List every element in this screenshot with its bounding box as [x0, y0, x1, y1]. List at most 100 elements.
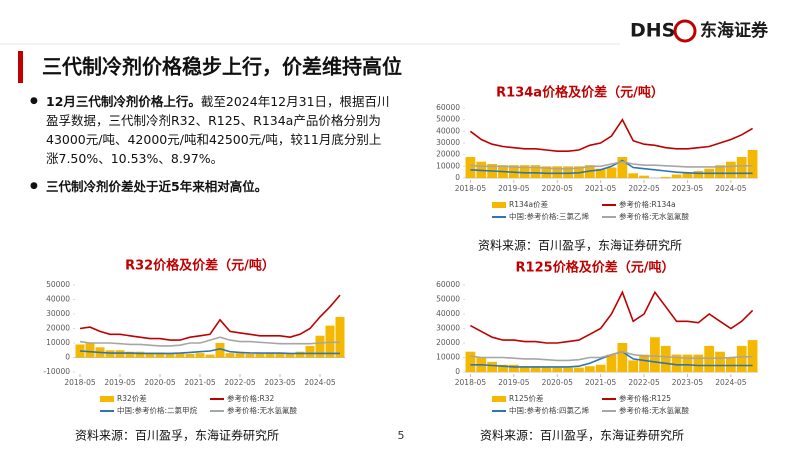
- bullet-bold: 三代制冷剂价差处于近5年来相对高位。: [46, 179, 268, 194]
- bar: [315, 335, 325, 358]
- y-tick-label: 10000: [436, 353, 460, 362]
- bullet-text: 截至2024年12月31日，根据百川盈孚数据，三代制冷剂R32、R125、R13…: [46, 94, 390, 166]
- bar: [530, 165, 541, 178]
- bar: [736, 157, 747, 178]
- y-tick-label: 0: [455, 173, 460, 182]
- y-tick-label: 50000: [436, 115, 460, 124]
- bar: [541, 166, 552, 178]
- x-tick-label: 2024-05: [715, 184, 747, 193]
- bar: [225, 353, 235, 358]
- bullet: 三代制冷剂价差处于近5年来相对高位。: [30, 177, 392, 196]
- y-tick-label: 50000: [46, 280, 70, 289]
- slide-title: 三代制冷剂价格稳步上行，价差维持高位: [42, 55, 402, 79]
- x-tick-label: 2024-05: [715, 378, 747, 387]
- y-tick-label: 10000: [436, 161, 460, 170]
- x-tick-label: 2019-05: [104, 378, 136, 387]
- logo-cn: 东海证券: [700, 20, 769, 41]
- legend-label: 中国:参考价格:四氯乙烯: [509, 405, 590, 415]
- bar: [245, 353, 255, 358]
- x-tick-label: 2019-05: [498, 378, 530, 387]
- bar: [682, 354, 693, 372]
- bar: [519, 366, 530, 372]
- bar: [584, 366, 595, 372]
- y-tick-label: 30000: [436, 138, 460, 147]
- chart-title: R125价格及价差（元/吨）: [516, 260, 675, 276]
- x-tick-label: 2018-05: [455, 184, 487, 193]
- y-tick-label: 40000: [436, 126, 460, 135]
- y-tick-label: 60000: [436, 103, 460, 112]
- y-tick-label: 0: [455, 367, 460, 376]
- title-accent: [18, 51, 23, 83]
- bar: [275, 353, 285, 358]
- line-series: [470, 350, 753, 362]
- bar: [165, 353, 175, 358]
- bar: [715, 165, 725, 178]
- line-series: [470, 160, 753, 170]
- chart-title: R32价格及价差（元/吨）: [125, 258, 275, 274]
- bar: [660, 345, 671, 372]
- y-tick-label: 30000: [46, 309, 70, 318]
- legend-swatch: [492, 396, 506, 402]
- logo-latin: DHS: [630, 20, 675, 42]
- legend-swatch: [492, 202, 506, 208]
- bar: [155, 352, 165, 358]
- bar: [628, 360, 639, 372]
- x-tick-label: 2018-05: [64, 378, 96, 387]
- legend-label: R125价差: [509, 393, 544, 403]
- line-series: [79, 336, 340, 347]
- bar: [125, 351, 135, 358]
- bar: [255, 353, 265, 358]
- bar: [541, 366, 552, 372]
- bar: [552, 166, 563, 178]
- bar: [552, 367, 563, 372]
- bar: [498, 364, 508, 372]
- x-tick-label: 2022-05: [628, 184, 660, 193]
- y-tick-label: 30000: [436, 324, 460, 333]
- bullet-list: 12月三代制冷剂价格上行。截至2024年12月31日，根据百川盈孚数据，三代制冷…: [30, 92, 392, 205]
- bullet-bold: 12月三代制冷剂价格上行。: [46, 94, 201, 109]
- legend-swatch: [100, 396, 114, 402]
- x-tick-label: 2023-05: [264, 378, 296, 387]
- bar: [736, 345, 747, 372]
- bar: [671, 354, 682, 372]
- bar: [747, 150, 758, 178]
- y-tick-label: -10000: [43, 367, 70, 376]
- bar: [185, 353, 195, 358]
- x-tick-label: 2018-05: [455, 378, 487, 387]
- bar: [639, 175, 649, 178]
- bar: [145, 352, 155, 358]
- bar: [725, 161, 736, 178]
- legend-label: 中国:参考价格:二氯甲烷: [117, 405, 198, 415]
- bar: [205, 354, 215, 358]
- y-tick-label: 20000: [436, 338, 460, 347]
- bar: [693, 354, 704, 372]
- bar: [682, 172, 693, 178]
- bar: [617, 343, 628, 372]
- line-series: [470, 159, 753, 175]
- bar: [671, 174, 682, 178]
- x-tick-label: 2023-05: [672, 378, 704, 387]
- x-tick-label: 2022-05: [628, 378, 660, 387]
- bar: [595, 168, 606, 178]
- y-tick-label: 50000: [436, 295, 460, 304]
- line-series: [79, 347, 340, 355]
- bar: [75, 344, 85, 358]
- bar: [135, 351, 145, 358]
- bar: [715, 351, 725, 372]
- bar: [617, 157, 628, 178]
- bar: [487, 361, 498, 372]
- bar: [530, 366, 541, 372]
- legend-label: 参考价格:无水氢氟酸: [619, 405, 690, 415]
- bar: [563, 367, 573, 372]
- bar: [639, 354, 649, 372]
- bar: [465, 157, 476, 178]
- chart-title: R134a价格及价差（元/吨）: [496, 85, 664, 101]
- x-tick-label: 2021-05: [585, 184, 617, 193]
- x-tick-label: 2022-05: [224, 378, 256, 387]
- legend-label: R134a价差: [509, 199, 549, 209]
- bar: [650, 337, 660, 372]
- x-tick-label: 2021-05: [184, 378, 216, 387]
- y-tick-label: 40000: [436, 309, 460, 318]
- bar: [295, 351, 305, 358]
